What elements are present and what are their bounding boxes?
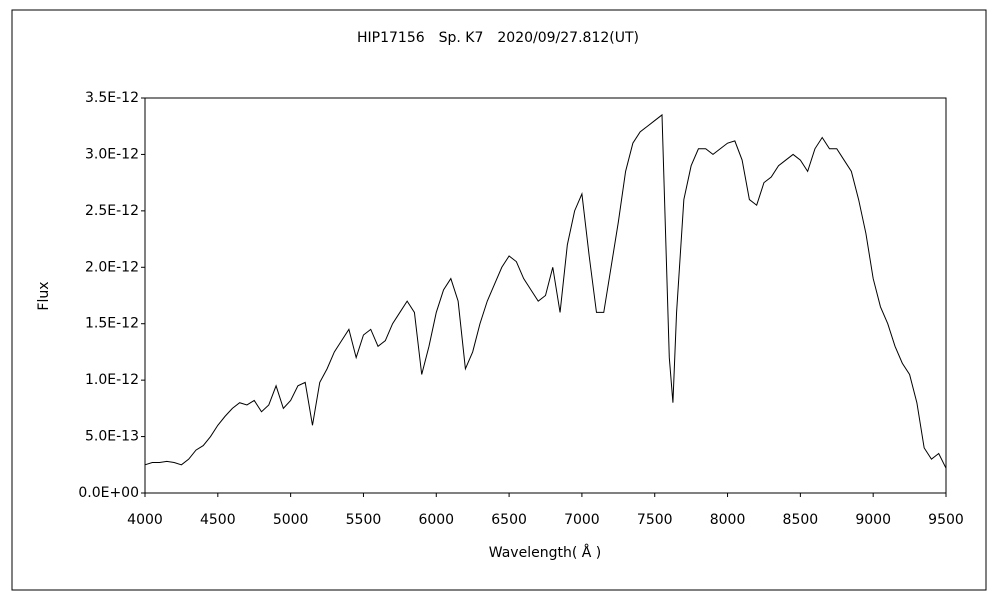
y-axis-label: Flux (36, 281, 52, 310)
y-tick-label: 1.5E-12 (85, 316, 139, 332)
x-tick-label: 6000 (418, 512, 454, 528)
x-tick-label: 4500 (200, 512, 236, 528)
x-tick-label: 7000 (564, 512, 600, 528)
y-tick-label: 0.0E+00 (78, 485, 139, 501)
y-tick-label: 3.0E-12 (85, 146, 139, 162)
spectrum-line (144, 113, 947, 469)
x-tick-label: 6500 (491, 512, 527, 528)
x-tick-label: 8000 (710, 512, 746, 528)
x-tick-label: 9000 (855, 512, 891, 528)
x-tick-label: 7500 (637, 512, 673, 528)
x-tick-label: 5500 (346, 512, 382, 528)
y-tick-label: 5.0E-13 (85, 429, 139, 445)
y-tick-label: 3.5E-12 (85, 90, 139, 106)
x-axis-label: Wavelength( Å ) (489, 544, 601, 561)
x-tick-label: 4000 (127, 512, 163, 528)
x-tick-label: 5000 (273, 512, 309, 528)
x-tick-label: 8500 (783, 512, 819, 528)
y-tick-label: 1.0E-12 (85, 372, 139, 388)
chart-title: HIP17156 Sp. K7 2020/09/27.812(UT) (357, 30, 639, 46)
y-tick-label: 2.0E-12 (85, 259, 139, 275)
x-tick-label: 9500 (928, 512, 964, 528)
y-tick-label: 2.5E-12 (85, 203, 139, 219)
